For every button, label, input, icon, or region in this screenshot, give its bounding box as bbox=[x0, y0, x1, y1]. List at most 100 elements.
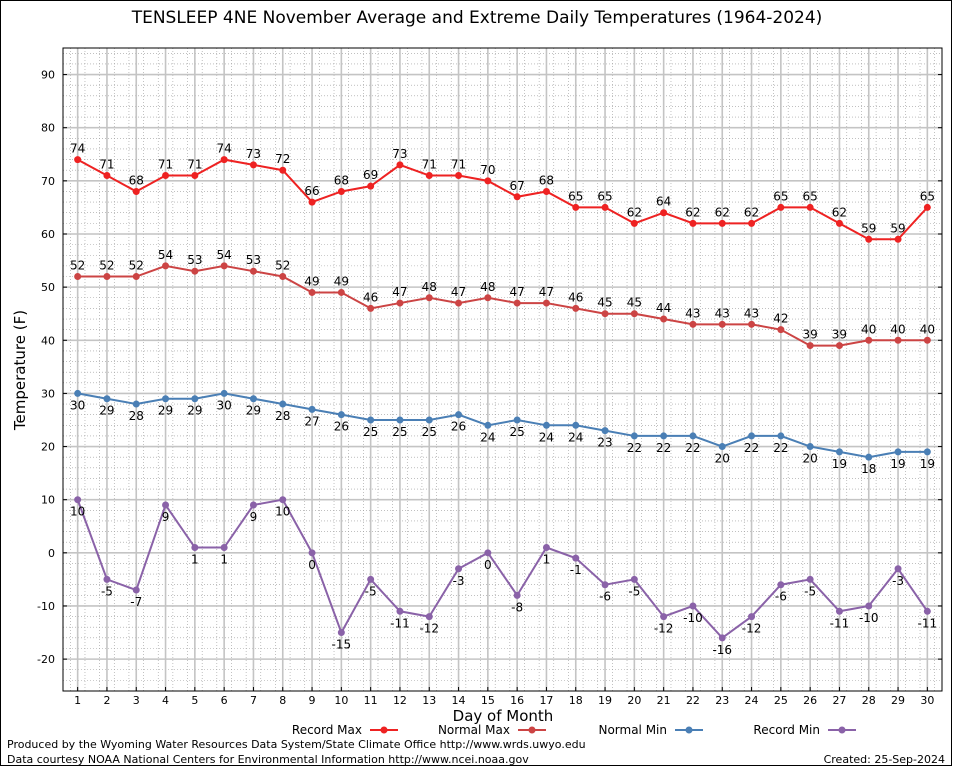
normal-max-data-label: 52 bbox=[70, 259, 85, 273]
normal-min-data-label: 26 bbox=[334, 420, 349, 434]
record-max-point bbox=[162, 172, 170, 180]
normal-min-point bbox=[513, 416, 521, 424]
record-max-point bbox=[191, 172, 199, 180]
normal-min-point bbox=[894, 448, 902, 456]
x-tick-label: 1 bbox=[74, 694, 81, 707]
record-min-point bbox=[601, 581, 609, 589]
record-min-point bbox=[191, 544, 199, 552]
y-tick-label: 10 bbox=[41, 494, 55, 507]
record-min-point bbox=[865, 602, 873, 610]
normal-min-data-label: 19 bbox=[890, 457, 905, 471]
x-tick-label: 21 bbox=[657, 694, 671, 707]
record-max-data-label: 71 bbox=[99, 158, 114, 172]
normal-min-data-label: 26 bbox=[451, 420, 466, 434]
record-max-point bbox=[308, 198, 316, 206]
x-tick-label: 18 bbox=[569, 694, 583, 707]
normal-min-point bbox=[308, 405, 316, 413]
record-min-data-label: -5 bbox=[628, 584, 640, 598]
record-max-data-label: 65 bbox=[568, 189, 583, 203]
record-min-point bbox=[718, 634, 726, 642]
record-max-data-label: 68 bbox=[129, 173, 144, 187]
normal-min-point bbox=[777, 432, 785, 440]
record-max-data-label: 65 bbox=[803, 189, 818, 203]
x-tick-label: 28 bbox=[862, 694, 876, 707]
record-max-data-label: 73 bbox=[246, 147, 261, 161]
record-min-data-label: -11 bbox=[830, 616, 850, 630]
normal-min-data-label: 22 bbox=[685, 441, 700, 455]
record-min-data-label: -7 bbox=[130, 595, 142, 609]
normal-max-data-label: 39 bbox=[803, 328, 818, 342]
normal-min-data-label: 23 bbox=[597, 436, 612, 450]
record-max-point bbox=[74, 156, 82, 164]
record-max-data-label: 71 bbox=[158, 158, 173, 172]
record-min-data-label: -1 bbox=[570, 563, 582, 577]
legend-marker-normal-min bbox=[685, 726, 693, 734]
normal-min-point bbox=[74, 389, 82, 397]
x-tick-label: 8 bbox=[279, 694, 286, 707]
record-min-data-label: -10 bbox=[683, 611, 703, 625]
x-tick-label: 29 bbox=[891, 694, 905, 707]
record-min-data-label: -16 bbox=[712, 643, 732, 657]
normal-max-point bbox=[806, 342, 814, 350]
record-max-point bbox=[220, 156, 228, 164]
record-min-data-label: 9 bbox=[162, 510, 170, 524]
normal-min-data-label: 30 bbox=[70, 398, 85, 412]
legend-label-normal-min: Normal Min bbox=[598, 723, 667, 737]
normal-min-data-label: 25 bbox=[392, 425, 407, 439]
record-max-data-label: 62 bbox=[832, 205, 847, 219]
normal-min-data-label: 28 bbox=[129, 409, 144, 423]
record-max-point bbox=[484, 177, 492, 185]
x-tick-label: 4 bbox=[162, 694, 169, 707]
record-max-data-label: 74 bbox=[217, 142, 232, 156]
normal-max-data-label: 48 bbox=[480, 280, 495, 294]
record-max-point bbox=[542, 187, 550, 195]
x-tick-label: 5 bbox=[191, 694, 198, 707]
record-min-point bbox=[249, 501, 257, 509]
normal-min-point bbox=[923, 448, 931, 456]
x-tick-label: 2 bbox=[103, 694, 110, 707]
normal-max-point bbox=[777, 326, 785, 334]
normal-min-data-label: 29 bbox=[187, 404, 202, 418]
normal-min-point bbox=[132, 400, 140, 408]
y-tick-label: 70 bbox=[41, 175, 55, 188]
record-max-data-label: 62 bbox=[715, 205, 730, 219]
x-tick-label: 22 bbox=[686, 694, 700, 707]
record-max-data-label: 68 bbox=[334, 173, 349, 187]
record-min-data-label: -12 bbox=[654, 622, 674, 636]
x-tick-label: 26 bbox=[803, 694, 817, 707]
normal-min-point bbox=[425, 416, 433, 424]
normal-max-data-label: 49 bbox=[304, 274, 319, 288]
normal-max-data-label: 48 bbox=[422, 280, 437, 294]
record-max-data-label: 65 bbox=[920, 189, 935, 203]
normal-max-data-label: 47 bbox=[510, 285, 525, 299]
normal-max-point bbox=[220, 262, 228, 270]
x-tick-label: 9 bbox=[309, 694, 316, 707]
normal-max-data-label: 46 bbox=[568, 290, 583, 304]
y-tick-label: 60 bbox=[41, 228, 55, 241]
normal-max-data-label: 52 bbox=[275, 259, 290, 273]
normal-max-data-label: 47 bbox=[451, 285, 466, 299]
normal-max-data-label: 40 bbox=[890, 322, 905, 336]
y-tick-label: -20 bbox=[37, 653, 55, 666]
chart-title: TENSLEEP 4NE November Average and Extrem… bbox=[131, 8, 823, 28]
normal-min-data-label: 20 bbox=[715, 452, 730, 466]
record-min-point bbox=[74, 496, 82, 504]
y-tick-label: 80 bbox=[41, 122, 55, 135]
record-max-data-label: 62 bbox=[627, 205, 642, 219]
record-min-data-label: 10 bbox=[70, 505, 85, 519]
normal-min-data-label: 27 bbox=[304, 414, 319, 428]
record-max-data-label: 65 bbox=[597, 189, 612, 203]
x-tick-label: 24 bbox=[745, 694, 759, 707]
record-max-point bbox=[425, 172, 433, 180]
record-min-data-label: -12 bbox=[742, 622, 762, 636]
record-max-point bbox=[660, 209, 668, 217]
record-max-data-label: 59 bbox=[890, 221, 905, 235]
normal-min-point bbox=[103, 395, 111, 403]
x-tick-label: 6 bbox=[221, 694, 228, 707]
y-tick-label: 20 bbox=[41, 441, 55, 454]
record-min-data-label: -12 bbox=[419, 622, 439, 636]
record-min-point bbox=[748, 613, 756, 621]
normal-max-point bbox=[279, 273, 287, 281]
record-max-point bbox=[279, 166, 287, 174]
normal-max-data-label: 45 bbox=[597, 296, 612, 310]
